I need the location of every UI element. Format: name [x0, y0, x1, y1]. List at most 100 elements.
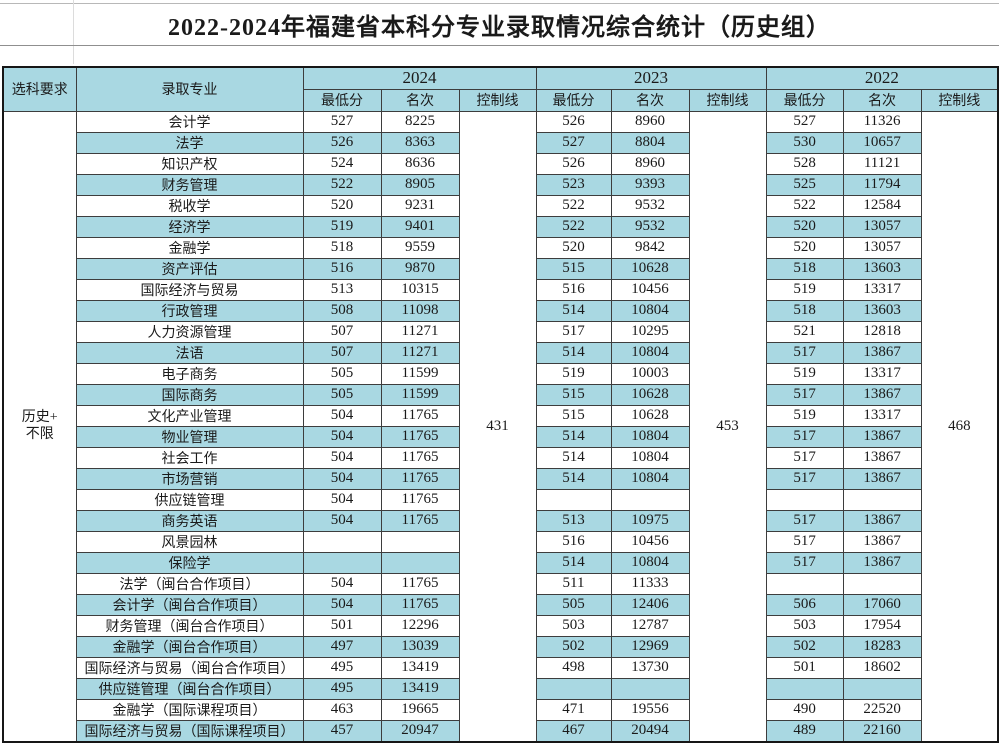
rank-2022-cell: 18283: [842, 635, 922, 658]
rank-2023-cell: 10295: [610, 320, 690, 343]
rank-2023-cell: 11333: [610, 572, 690, 595]
rank-2024-cell: 11765: [380, 467, 460, 490]
min-score-2022-cell: 517: [765, 551, 844, 574]
min-score-2023-cell: 514: [535, 551, 612, 574]
min-score-2023-cell: 513: [535, 509, 612, 532]
rank-2023-cell: 10804: [610, 446, 690, 469]
major-cell: 保险学: [75, 551, 304, 574]
major-cell: 法学（闽台合作项目）: [75, 572, 304, 595]
min-score-2023-cell: 523: [535, 173, 612, 196]
min-score-2022-cell: 501: [765, 656, 844, 679]
col-header-subject-req: 选科要求: [2, 66, 77, 112]
major-cell: 物业管理: [75, 425, 304, 448]
rank-2024-cell: [380, 530, 460, 553]
col-header-major: 录取专业: [75, 66, 304, 112]
rank-2024-cell: 11765: [380, 488, 460, 511]
gridline-vertical: [73, 0, 74, 64]
subject-requirement-line: 不限: [25, 427, 54, 442]
min-score-2024-cell: 504: [302, 404, 382, 427]
table-row: 供应链管理（闽台合作项目） 495 13419: [3, 677, 998, 700]
rank-2023-cell: 9532: [610, 194, 690, 217]
major-cell: 风景园林: [75, 530, 304, 553]
min-score-2024-cell: 504: [302, 509, 382, 532]
rank-2022-cell: 17954: [842, 614, 922, 637]
min-score-2024-cell: 524: [302, 152, 382, 175]
top-rule: [0, 3, 999, 4]
rank-2022-cell: 13867: [842, 530, 922, 553]
min-score-2023-cell: 514: [535, 341, 612, 364]
major-cell: 人力资源管理: [75, 320, 304, 343]
rank-2022-cell: 13603: [842, 299, 922, 322]
min-score-2023-cell: 505: [535, 593, 612, 616]
rank-2022-cell: 13867: [842, 467, 922, 490]
min-score-2023-cell: 522: [535, 194, 612, 217]
rank-2024-cell: [380, 551, 460, 574]
min-score-2022-cell: 502: [765, 635, 844, 658]
rank-2024-cell: 9231: [380, 194, 460, 217]
min-score-2024-cell: 495: [302, 656, 382, 679]
subheader-min-score-2024: 最低分: [302, 88, 382, 112]
min-score-2022-cell: [765, 572, 844, 595]
table-header: 选科要求 录取专业 2024 2023 2022 最低分 名次 控制线 最低分 …: [2, 66, 999, 112]
table-row: 文化产业管理 504 11765 515 10628 519 13317: [3, 404, 998, 427]
control-line-2023-cell: 453: [688, 110, 767, 742]
min-score-2023-cell: 516: [535, 278, 612, 301]
rank-2023-cell: 10804: [610, 299, 690, 322]
min-score-2023-cell: 526: [535, 152, 612, 175]
subject-requirement-line: 历史+: [21, 410, 58, 425]
min-score-2022-cell: 503: [765, 614, 844, 637]
rank-2024-cell: 11765: [380, 572, 460, 595]
min-score-2022-cell: 522: [765, 194, 844, 217]
min-score-2022-cell: 506: [765, 593, 844, 616]
major-cell: 国际商务: [75, 383, 304, 406]
min-score-2024-cell: 504: [302, 425, 382, 448]
min-score-2022-cell: 519: [765, 362, 844, 385]
rank-2024-cell: 11765: [380, 509, 460, 532]
min-score-2024-cell: 513: [302, 278, 382, 301]
min-score-2023-cell: 515: [535, 257, 612, 280]
stats-table: 选科要求 录取专业 2024 2023 2022 最低分 名次 控制线 最低分 …: [2, 66, 999, 743]
min-score-2023-cell: 526: [535, 110, 612, 133]
min-score-2024-cell: 457: [302, 719, 382, 742]
min-score-2022-cell: 517: [765, 383, 844, 406]
min-score-2022-cell: 517: [765, 446, 844, 469]
rank-2022-cell: 22520: [842, 698, 922, 721]
min-score-2024-cell: 504: [302, 572, 382, 595]
major-cell: 税收学: [75, 194, 304, 217]
subheader-rank-2023: 名次: [610, 88, 690, 112]
table-row: 国际经济与贸易（国际课程项目） 457 20947 467 20494 489 22160: [3, 719, 998, 742]
major-cell: 供应链管理（闽台合作项目）: [75, 677, 304, 700]
rank-2022-cell: 22160: [842, 719, 922, 742]
rank-2023-cell: 20494: [610, 719, 690, 742]
rank-2023-cell: 9532: [610, 215, 690, 238]
rank-2022-cell: 12584: [842, 194, 922, 217]
rank-2022-cell: 13603: [842, 257, 922, 280]
min-score-2022-cell: 489: [765, 719, 844, 742]
rank-2022-cell: 13057: [842, 236, 922, 259]
rank-2022-cell: 18602: [842, 656, 922, 679]
rank-2024-cell: 11765: [380, 425, 460, 448]
table-row: 经济学 519 9401 522 9532 520 13057: [3, 215, 998, 238]
major-cell: 国际经济与贸易（国际课程项目）: [75, 719, 304, 742]
table-row: 资产评估 516 9870 515 10628 518 13603: [3, 257, 998, 280]
subject-requirement-cell: 历史+ 不限: [2, 110, 77, 742]
rank-2023-cell: 8804: [610, 131, 690, 154]
min-score-2024-cell: 495: [302, 677, 382, 700]
min-score-2024-cell: 519: [302, 215, 382, 238]
table-row: 行政管理 508 11098 514 10804 518 13603: [3, 299, 998, 322]
min-score-2023-cell: 514: [535, 467, 612, 490]
subheader-rank-2022: 名次: [842, 88, 922, 112]
control-line-2024-cell: 431: [458, 110, 537, 742]
rank-2023-cell: [610, 677, 690, 700]
min-score-2022-cell: [765, 488, 844, 511]
table-row: 国际经济与贸易（闽台合作项目） 495 13419 498 13730 501 18602: [3, 656, 998, 679]
table-row: 历史+ 不限 会计学 527 8225 431 526 8960 453 527 11326 468: [2, 110, 999, 742]
rank-2023-cell: 12787: [610, 614, 690, 637]
rank-2024-cell: 11271: [380, 320, 460, 343]
min-score-2023-cell: 514: [535, 299, 612, 322]
min-score-2022-cell: 520: [765, 236, 844, 259]
rank-2023-cell: 9842: [610, 236, 690, 259]
min-score-2024-cell: 463: [302, 698, 382, 721]
min-score-2024-cell: [302, 530, 382, 553]
major-cell: 商务英语: [75, 509, 304, 532]
